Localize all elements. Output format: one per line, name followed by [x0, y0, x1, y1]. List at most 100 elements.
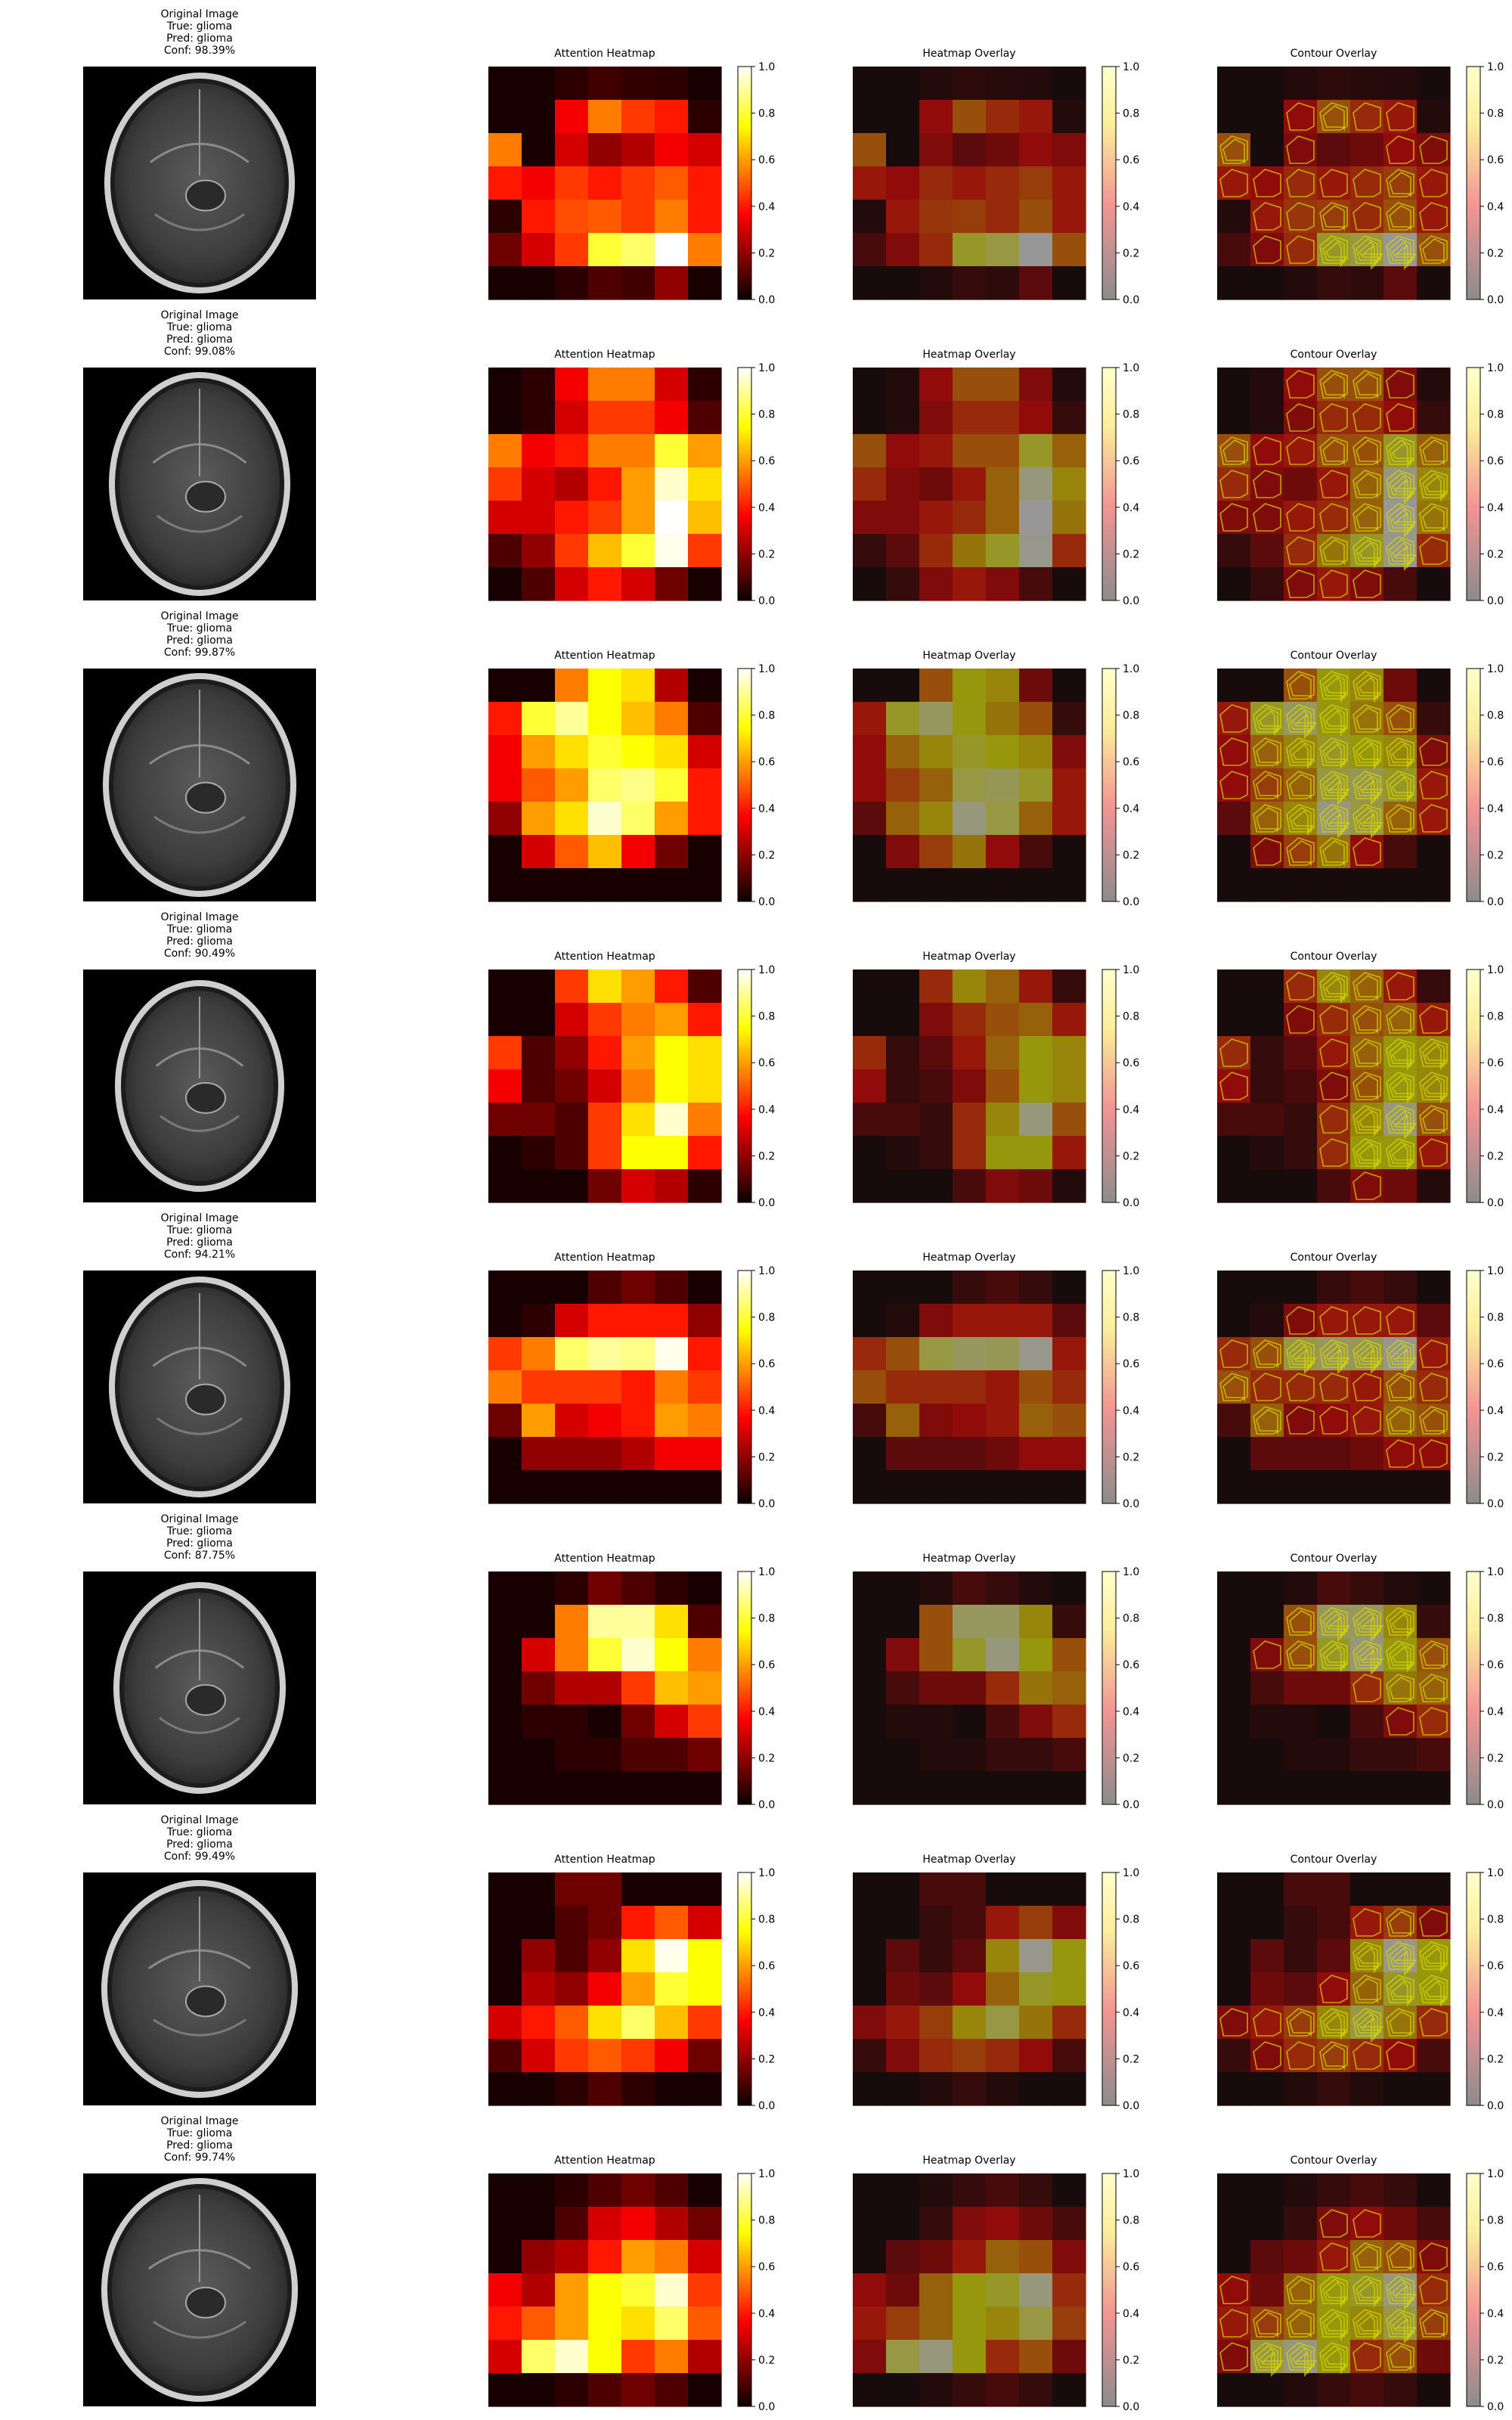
- overlay-cell: [1019, 467, 1053, 501]
- heatmap-cell: [555, 1136, 589, 1170]
- contour-cell: [1383, 2373, 1418, 2407]
- heatmap-colorbar-tick-label: 0.2: [758, 2053, 775, 2065]
- heatmap-cell: [688, 1370, 722, 1404]
- contour-cell: [1383, 1437, 1418, 1471]
- heatmap-colorbar-tick-label: 0.6: [758, 154, 775, 166]
- overlay-cell: [1052, 1470, 1086, 1504]
- heatmap-cell: [555, 1638, 589, 1672]
- heatmap-cell: [488, 1337, 522, 1371]
- heatmap-cell: [522, 501, 556, 535]
- heatmap-cell: [688, 1872, 722, 1907]
- overlay-cell: [1052, 1771, 1086, 1805]
- heatmap-cell: [588, 1370, 622, 1404]
- overlay-cell: [1019, 2207, 1053, 2241]
- confidence-label: Conf: 94.21%: [164, 1249, 235, 1261]
- overlay-cell: [953, 534, 987, 568]
- overlay-cell: [953, 835, 987, 869]
- overlay-cell: [886, 1069, 920, 1103]
- overlay-cell: [1019, 2072, 1053, 2106]
- contour-cell: [1284, 567, 1318, 601]
- contour-line: [1386, 1941, 1414, 1970]
- contour-line: [1319, 1373, 1348, 1401]
- contour-colorbar-tick-label: 0.2: [1487, 1451, 1504, 1463]
- overlay-title: Heatmap Overlay: [922, 1553, 1015, 1565]
- contour-line: [1286, 169, 1315, 197]
- contour-line: [1424, 1044, 1447, 1071]
- contour-line: [1386, 403, 1414, 432]
- contour-cell: [1317, 2340, 1351, 2374]
- heatmap-cell: [655, 2039, 689, 2073]
- contour-line: [1319, 1138, 1348, 1167]
- contour-cell: [1250, 802, 1284, 836]
- contour-cell: [1250, 2373, 1284, 2407]
- contour-cell: [1217, 1972, 1251, 2006]
- mri-lesion: [185, 1985, 226, 2018]
- contour-line: [1419, 470, 1448, 498]
- heatmap-cell: [621, 1404, 655, 1438]
- contour-cell: [1284, 802, 1318, 836]
- contour-cell: [1317, 1571, 1351, 1606]
- heatmap-title: Attention Heatmap: [554, 951, 655, 963]
- heatmap-cell: [655, 200, 689, 234]
- heatmap-cell: [522, 434, 556, 468]
- overlay-cell: [886, 200, 920, 234]
- heatmap-cell: [555, 1304, 589, 1338]
- heatmap-cell: [588, 1003, 622, 1037]
- heatmap-cell: [488, 970, 522, 1004]
- overlay-colorbar-bar: [1101, 969, 1117, 1203]
- contour-cell: [1417, 2340, 1451, 2374]
- contour-line: [1352, 2309, 1381, 2338]
- heatmap-cell: [522, 567, 556, 601]
- overlay-cell: [919, 1671, 953, 1705]
- contour-cell: [1350, 1069, 1384, 1103]
- contour-line: [1219, 771, 1248, 799]
- heatmap-cell: [488, 1872, 522, 1907]
- contour-line: [1386, 1707, 1414, 1736]
- contour-line: [1352, 202, 1381, 231]
- contour-cell: [1383, 768, 1418, 802]
- heatmap-cell: [522, 200, 556, 234]
- contour-line: [1419, 1138, 1448, 1167]
- overlay-colorbar: 0.00.20.40.60.81.0: [1101, 1867, 1139, 2112]
- contour-line: [1219, 2342, 1248, 2371]
- heatmap-cell: [621, 200, 655, 234]
- contour-cell: [1417, 1136, 1451, 1170]
- contour-cell: [1284, 266, 1318, 300]
- overlay-cell: [919, 1337, 953, 1371]
- contour-cell: [1250, 1906, 1284, 1940]
- overlay-cell: [1019, 2373, 1053, 2407]
- overlay-colorbar-tick-label: 1.0: [1123, 1867, 1139, 1879]
- contour-cell: [1250, 1136, 1284, 1170]
- contour-cell: [1217, 1771, 1251, 1805]
- overlay-cell: [853, 1036, 887, 1070]
- contour-cell: [1317, 1169, 1351, 1203]
- contour-line: [1389, 1610, 1411, 1637]
- contour-cell: [1250, 1337, 1284, 1371]
- overlay-cell: [886, 868, 920, 902]
- contour-cell: [1217, 2072, 1251, 2106]
- contour-cell: [1350, 1304, 1384, 1338]
- contour-line: [1352, 1640, 1381, 1669]
- contour-line: [1386, 536, 1414, 565]
- contour-cell: [1417, 1939, 1451, 1973]
- heatmap-cell: [621, 501, 655, 535]
- overlay-cell: [853, 1337, 887, 1371]
- heatmap-cell: [488, 133, 522, 167]
- overlay-colorbar-tick-label: 0.4: [1123, 1405, 1139, 1417]
- contour-line: [1328, 780, 1351, 806]
- contour-line: [1319, 470, 1348, 498]
- heatmap-colorbar-tick-label: 0.6: [758, 455, 775, 467]
- heatmap-cell: [588, 1872, 622, 1907]
- overlay-cell: [886, 1136, 920, 1170]
- contour-line: [1352, 1373, 1381, 1401]
- contour-colorbar: 0.00.20.40.60.81.0: [1466, 964, 1504, 1209]
- overlay-cell: [1019, 567, 1053, 601]
- heatmap-cell: [522, 2173, 556, 2207]
- overlay-cell: [986, 1571, 1020, 1606]
- heatmap-cell: [555, 534, 589, 568]
- overlay-cell: [886, 1036, 920, 1070]
- overlay-cell: [853, 1671, 887, 1705]
- overlay-cell: [886, 467, 920, 501]
- heatmap-colorbar-tick-label: 0.4: [758, 803, 775, 815]
